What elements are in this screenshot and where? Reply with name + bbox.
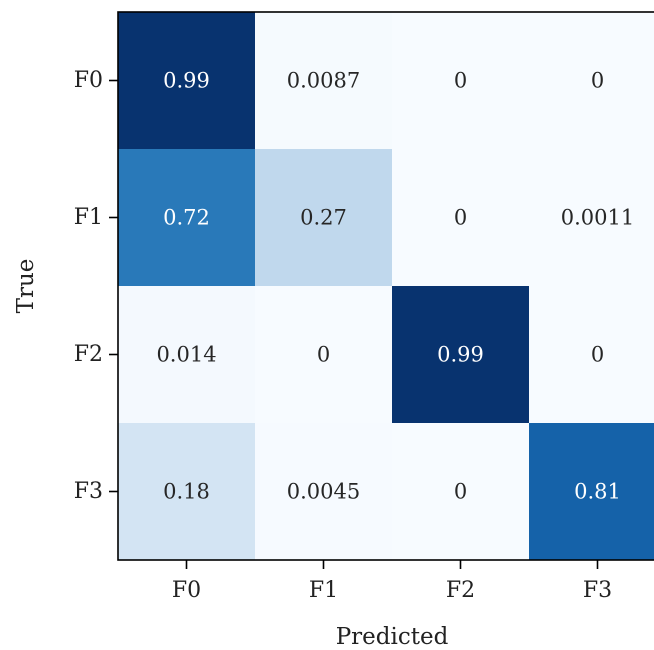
cell-label-F0-F2: 0 (454, 69, 467, 93)
cell-label-F3-F2: 0 (454, 480, 467, 504)
heatmap-cell-F2-F0 (118, 286, 256, 424)
cell-label-F3-F0: 0.18 (163, 480, 210, 504)
x-tick-label: F3 (583, 578, 612, 603)
cell-label-F0-F3: 0 (591, 69, 604, 93)
x-tick-label: F0 (172, 578, 201, 603)
cell-label-F1-F3: 0.0011 (561, 206, 634, 230)
heatmap-cell-F2-F3 (529, 286, 654, 424)
y-tick-label: F2 (74, 342, 103, 367)
heatmap-cell-F3-F1 (255, 423, 393, 561)
y-axis-title: True (13, 259, 39, 314)
y-tick-label: F0 (74, 68, 103, 93)
cell-label-F0-F1: 0.0087 (287, 69, 360, 93)
heatmap-cell-F2-F2 (392, 286, 530, 424)
cell-label-F1-F2: 0 (454, 206, 467, 230)
y-tick-label: F1 (74, 205, 103, 230)
heatmap-cell-F0-F3 (529, 12, 654, 150)
cell-label-F2-F1: 0 (317, 343, 330, 367)
x-axis-ticks: F0 F1 F2 F3 (172, 560, 612, 603)
heatmap-cell-F3-F0 (118, 423, 256, 561)
heatmap-cell-F1-F0 (118, 149, 256, 287)
y-axis-ticks: F0 F1 F2 F3 (74, 68, 118, 504)
cell-label-F1-F1: 0.27 (300, 206, 347, 230)
heatmap-cell-F0-F1 (255, 12, 393, 150)
cell-label-F0-F0: 0.99 (163, 69, 210, 93)
cell-label-F2-F0: 0.014 (156, 343, 216, 367)
plot-frame (117, 11, 654, 561)
heatmap-cell-F3-F3 (529, 423, 654, 561)
heatmap-cell-F2-F1 (255, 286, 393, 424)
cell-label-F2-F2: 0.99 (437, 343, 484, 367)
heatmap-cell-labels: 0.99 0.0087 0 0 0.72 0.27 0 0.0011 0.014 0 0.99 0 0.… (156, 69, 634, 504)
cell-label-F1-F0: 0.72 (163, 206, 210, 230)
cell-label-F3-F3: 0.81 (574, 480, 621, 504)
heatmap-cell-F0-F0 (118, 12, 256, 150)
heatmap-cell-F1-F1 (255, 149, 393, 287)
heatmap-cell-F1-F2 (392, 149, 530, 287)
cell-label-F2-F3: 0 (591, 343, 604, 367)
cell-label-F3-F1: 0.0045 (287, 480, 360, 504)
x-tick-label: F1 (309, 578, 338, 603)
y-tick-label: F3 (74, 479, 103, 504)
x-tick-label: F2 (446, 578, 475, 603)
heatmap-cell-F1-F3 (529, 149, 654, 287)
heatmap-cells (118, 12, 654, 561)
x-axis-title: Predicted (336, 624, 449, 650)
heatmap-cell-F0-F2 (392, 12, 530, 150)
heatmap-cell-F3-F2 (392, 423, 530, 561)
